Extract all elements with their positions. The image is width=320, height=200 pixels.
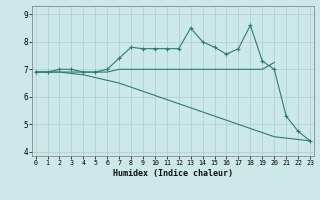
X-axis label: Humidex (Indice chaleur): Humidex (Indice chaleur) <box>113 169 233 178</box>
